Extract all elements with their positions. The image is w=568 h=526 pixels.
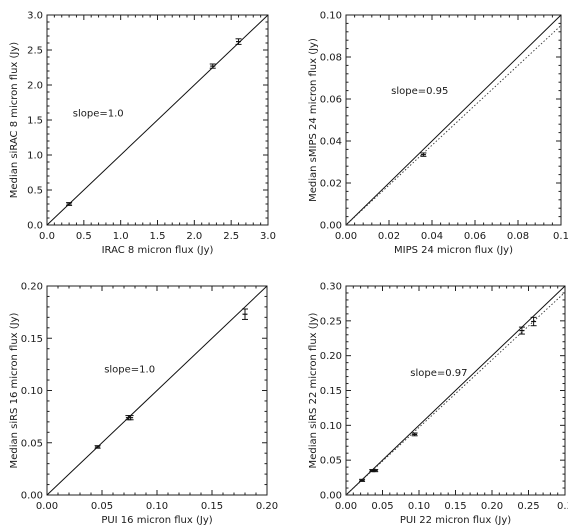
x-tick-label: 0.08 xyxy=(507,231,529,242)
x-tick-label: 0.06 xyxy=(464,231,486,242)
data-point xyxy=(518,326,525,335)
y-tick-label: 0.02 xyxy=(320,179,342,190)
y-tick-label: 0.00 xyxy=(21,491,43,502)
x-tick-label: 0.3 xyxy=(557,501,568,512)
y-axis-label: Median siRS 16 micron flux (Jy) xyxy=(9,312,20,468)
y-tick-label: 0.00 xyxy=(320,221,342,232)
x-tick-label: 0.04 xyxy=(421,231,443,242)
data-point xyxy=(372,469,379,473)
x-axis-label: PUI 16 micron flux (Jy) xyxy=(101,515,212,526)
y-tick-label: 0.04 xyxy=(320,137,342,148)
y-tick-label: 0.30 xyxy=(320,282,342,293)
plot-frame xyxy=(345,14,562,226)
data-point xyxy=(530,316,537,327)
x-tick-label: 0.20 xyxy=(256,501,278,512)
one-to-one-line xyxy=(46,14,269,226)
x-tick-label: 0.00 xyxy=(335,231,357,242)
one-to-one-line xyxy=(46,285,268,496)
x-tick-label: 1.0 xyxy=(113,231,129,242)
y-tick-label: 0.10 xyxy=(320,421,342,432)
y-tick-label: 0.08 xyxy=(320,53,342,64)
fit-line xyxy=(345,291,566,496)
fit-line xyxy=(345,25,562,226)
x-tick-label: 1.5 xyxy=(150,231,166,242)
y-tick-label: 0.25 xyxy=(320,316,342,327)
chart-panel-2: 0.00 0.02 0.04 0.06 0.08 0.1 0.00 0.02 0.04 0.06 0… xyxy=(308,11,568,257)
x-tick-label: 0.10 xyxy=(146,501,168,512)
x-tick-label: 0.20 xyxy=(481,501,503,512)
data-point xyxy=(127,415,134,421)
x-tick-label: 0.1 xyxy=(553,231,568,242)
slope-annotation: slope=1.0 xyxy=(104,365,155,376)
x-axis-label: IRAC 8 micron flux (Jy) xyxy=(102,245,214,256)
slope-annotation: slope=1.0 xyxy=(73,109,124,120)
x-tick-label: 0.00 xyxy=(36,501,58,512)
y-tick-label: 0.05 xyxy=(21,438,43,449)
data-point xyxy=(209,63,216,69)
y-tick-label: 0.20 xyxy=(21,282,43,293)
x-tick-label: 0.15 xyxy=(444,501,466,512)
y-tick-label: 0.15 xyxy=(21,334,43,345)
y-axis-label: Median sMIPS 24 micron flux (Jy) xyxy=(308,38,319,202)
y-axis-label: Median siRAC 8 micron flux (Jy) xyxy=(9,42,20,198)
data-point xyxy=(66,202,73,206)
data-point xyxy=(420,152,427,157)
x-tick-label: 0.5 xyxy=(76,231,92,242)
y-tick-label: 0.0 xyxy=(27,221,43,232)
y-tick-label: 1.0 xyxy=(27,151,43,162)
x-tick-label: 0.05 xyxy=(371,501,393,512)
one-to-one-line xyxy=(345,285,566,496)
y-tick-label: 0.05 xyxy=(320,456,342,467)
x-tick-label: 0.15 xyxy=(201,501,223,512)
data-point xyxy=(242,308,248,320)
y-tick-label: 0.06 xyxy=(320,95,342,106)
y-tick-label: 1.5 xyxy=(27,116,43,127)
chart-panel-3: 0.00 0.05 0.10 0.15 0.20 0.00 0.05 0.10 0.15 0.20… xyxy=(9,282,278,526)
chart-panel-4: 0.00 0.05 0.10 0.15 0.20 0.25 0.3 0.00 0.05 0.10 0… xyxy=(308,282,568,526)
y-axis-label: Median siRS 22 micron flux (Jy) xyxy=(308,312,319,468)
x-tick-label: 0.00 xyxy=(335,501,357,512)
x-tick-label: 2.5 xyxy=(223,231,239,242)
y-tick-label: 0.15 xyxy=(320,386,342,397)
data-point xyxy=(359,478,366,482)
data-point xyxy=(411,432,418,437)
y-tick-label: 0.00 xyxy=(320,491,342,502)
y-tick-label: 0.10 xyxy=(21,386,43,397)
chart-panel-1: 0.0 0.5 1.0 1.5 2.0 2.5 3.0 0.0 0.5 1.0 1.5 2.0 2.5 3… xyxy=(9,11,276,257)
x-axis-label: PUI 22 micron flux (Jy) xyxy=(400,515,511,526)
x-tick-label: 0.05 xyxy=(91,501,113,512)
data-point xyxy=(94,445,101,449)
x-axis-label: MIPS 24 micron flux (Jy) xyxy=(394,245,513,256)
y-tick-label: 0.5 xyxy=(27,186,43,197)
slope-annotation: slope=0.95 xyxy=(391,86,448,97)
slope-annotation: slope=0.97 xyxy=(410,368,467,379)
x-tick-label: 0.25 xyxy=(517,501,539,512)
y-tick-label: 2.0 xyxy=(27,81,43,92)
y-tick-label: 0.10 xyxy=(320,11,342,22)
x-tick-label: 0.02 xyxy=(378,231,400,242)
data-point xyxy=(235,38,242,45)
y-tick-label: 2.5 xyxy=(27,46,43,57)
x-tick-label: 0.0 xyxy=(39,231,55,242)
x-tick-label: 3.0 xyxy=(260,231,276,242)
y-tick-label: 3.0 xyxy=(27,11,43,22)
x-tick-label: 0.10 xyxy=(408,501,430,512)
y-tick-label: 0.20 xyxy=(320,351,342,362)
one-to-one-line xyxy=(345,14,562,226)
x-tick-label: 2.0 xyxy=(186,231,202,242)
